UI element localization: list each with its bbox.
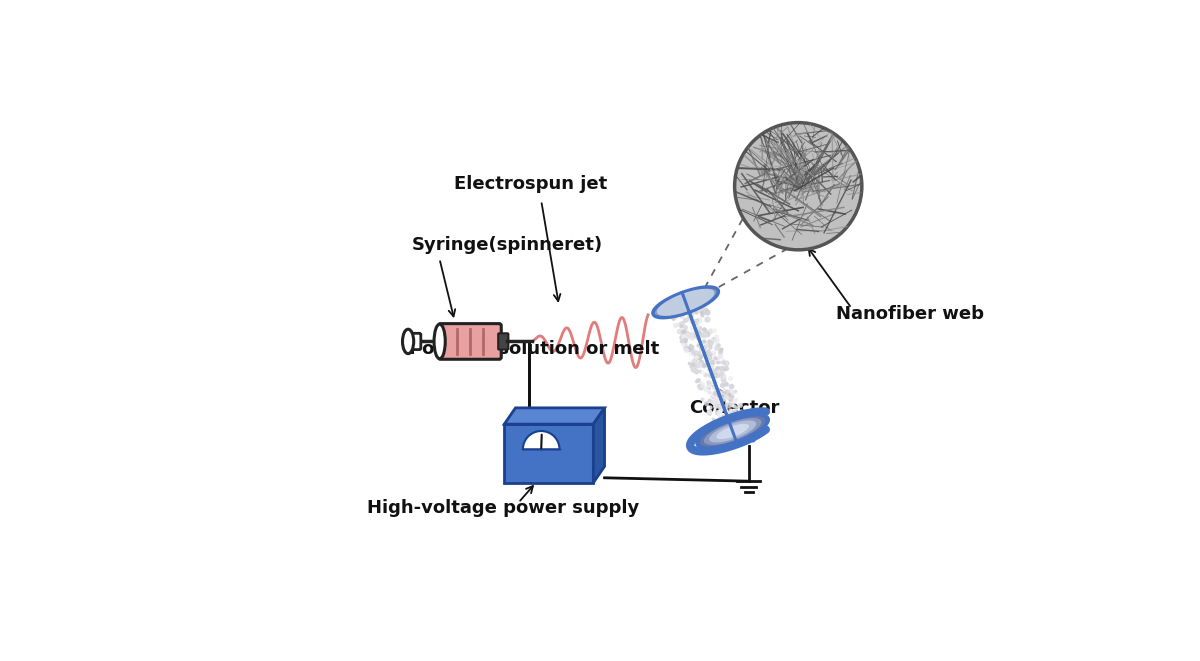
- Ellipse shape: [434, 324, 445, 359]
- Circle shape: [734, 122, 862, 250]
- Polygon shape: [709, 420, 756, 442]
- Text: Electrospun jet: Electrospun jet: [455, 175, 607, 193]
- FancyBboxPatch shape: [498, 333, 509, 350]
- Polygon shape: [653, 287, 719, 318]
- Text: High-voltage power supply: High-voltage power supply: [367, 499, 640, 517]
- Polygon shape: [697, 414, 769, 448]
- Polygon shape: [682, 287, 766, 441]
- Text: Polymer solution or melt: Polymer solution or melt: [409, 340, 659, 358]
- Bar: [504, 424, 593, 483]
- Polygon shape: [704, 418, 762, 445]
- FancyBboxPatch shape: [439, 324, 502, 360]
- Text: Nanofiber web: Nanofiber web: [836, 305, 984, 323]
- Polygon shape: [504, 408, 605, 424]
- Polygon shape: [656, 289, 714, 316]
- Ellipse shape: [402, 329, 414, 354]
- FancyBboxPatch shape: [408, 333, 421, 350]
- Polygon shape: [700, 416, 766, 447]
- Text: Syringe(spinneret): Syringe(spinneret): [412, 236, 602, 254]
- Polygon shape: [716, 424, 749, 439]
- Polygon shape: [593, 408, 605, 483]
- Wedge shape: [523, 431, 559, 449]
- Text: Collector: Collector: [690, 399, 780, 416]
